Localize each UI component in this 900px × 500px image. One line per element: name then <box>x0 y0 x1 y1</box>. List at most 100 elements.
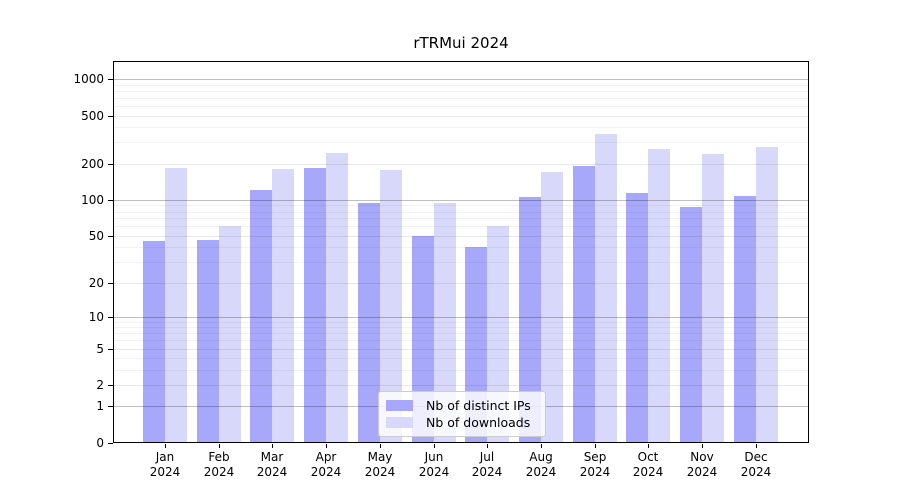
y-tick-1 <box>108 406 113 407</box>
y-tick-1000 <box>108 79 113 80</box>
gridline-y-70 <box>113 218 809 220</box>
x-tick-aug-2024 <box>541 444 542 448</box>
legend-label-downloads: Nb of downloads <box>426 415 531 430</box>
x-tick-label-jul-2024: Jul 2024 <box>471 450 503 479</box>
gridline-y-1000 <box>113 79 809 81</box>
y-tick-100 <box>108 200 113 201</box>
x-tick-label-dec-2024: Dec 2024 <box>740 450 772 479</box>
bar-distinct-ips-may-2024 <box>357 202 380 443</box>
bar-distinct-ips-jan-2024 <box>143 241 165 443</box>
x-tick-label-jan-2024: Jan 2024 <box>149 450 181 479</box>
y-tick-label-1: 1 <box>96 399 104 413</box>
gridline-y-9 <box>113 321 809 323</box>
gridline-y-50 <box>113 235 809 237</box>
bar-distinct-ips-feb-2024 <box>196 240 219 443</box>
y-tick-10 <box>108 317 113 318</box>
gridline-y-4 <box>113 358 809 360</box>
legend-label-distinct-ips: Nb of distinct IPs <box>426 398 531 413</box>
chart-title: rTRMui 2024 <box>413 34 509 52</box>
bar-downloads-jun-2024 <box>433 202 456 443</box>
gridline-y-400 <box>113 127 809 129</box>
x-tick-oct-2024 <box>648 444 649 448</box>
bar-distinct-ips-nov-2024 <box>680 206 702 443</box>
legend-item-downloads: Nb of downloads <box>386 414 537 431</box>
bar-downloads-feb-2024 <box>218 225 241 443</box>
gridline-y-5 <box>113 348 809 350</box>
y-tick-2 <box>108 385 113 386</box>
gridline-y-200 <box>113 163 809 165</box>
gridline-y-8 <box>113 327 809 329</box>
gridline-y-700 <box>113 97 809 99</box>
x-tick-feb-2024 <box>219 444 220 448</box>
gridline-y-10 <box>113 316 809 318</box>
bar-distinct-ips-dec-2024 <box>733 195 756 443</box>
bar-distinct-ips-aug-2024 <box>518 196 541 443</box>
x-tick-mar-2024 <box>272 444 273 448</box>
y-tick-200 <box>108 164 113 165</box>
legend-swatch-downloads <box>386 417 413 428</box>
y-tick-label-5: 5 <box>96 342 104 356</box>
y-tick-label-200: 200 <box>81 157 104 171</box>
bar-downloads-may-2024 <box>379 169 402 443</box>
legend-item-distinct-ips: Nb of distinct IPs <box>386 397 537 414</box>
bar-downloads-apr-2024 <box>326 152 349 443</box>
gridline-y-900 <box>113 84 809 86</box>
x-tick-nov-2024 <box>702 444 703 448</box>
bar-downloads-sep-2024 <box>594 133 617 443</box>
gridline-y-500 <box>113 115 809 117</box>
plot-area <box>113 61 809 443</box>
gridline-y-800 <box>113 90 809 92</box>
x-tick-jun-2024 <box>434 444 435 448</box>
legend: Nb of distinct IPs Nb of downloads <box>378 391 546 437</box>
y-tick-label-2: 2 <box>96 378 104 392</box>
y-tick-500 <box>108 116 113 117</box>
x-tick-dec-2024 <box>756 444 757 448</box>
gridline-y-7 <box>113 333 809 335</box>
gridline-y-6 <box>113 340 809 342</box>
y-tick-label-20: 20 <box>88 276 104 290</box>
bar-distinct-ips-apr-2024 <box>304 167 327 443</box>
gridline-y-40 <box>113 247 809 249</box>
gridline-y-80 <box>113 211 809 213</box>
gridline-y-20 <box>113 282 809 284</box>
x-tick-label-mar-2024: Mar 2024 <box>256 450 288 479</box>
y-tick-label-10: 10 <box>88 310 104 324</box>
x-tick-may-2024 <box>380 444 381 448</box>
x-tick-label-oct-2024: Oct 2024 <box>632 450 664 479</box>
y-tick-0 <box>108 443 113 444</box>
gridline-y-2 <box>113 385 809 387</box>
bar-downloads-oct-2024 <box>648 149 671 443</box>
gridline-y-90 <box>113 205 809 207</box>
bar-distinct-ips-sep-2024 <box>572 166 595 443</box>
bar-downloads-nov-2024 <box>702 153 724 443</box>
bar-downloads-dec-2024 <box>755 146 778 443</box>
gridline-y-30 <box>113 262 809 264</box>
bar-distinct-ips-oct-2024 <box>626 192 649 443</box>
bar-downloads-aug-2024 <box>540 172 563 443</box>
legend-swatch-distinct-ips <box>386 400 413 411</box>
y-tick-label-500: 500 <box>81 109 104 123</box>
bar-distinct-ips-mar-2024 <box>250 190 273 443</box>
x-tick-label-jun-2024: Jun 2024 <box>418 450 450 479</box>
bar-downloads-mar-2024 <box>272 169 295 443</box>
gridline-y-100 <box>113 199 809 201</box>
x-tick-label-may-2024: May 2024 <box>364 450 396 479</box>
y-tick-20 <box>108 283 113 284</box>
x-tick-apr-2024 <box>326 444 327 448</box>
x-tick-label-feb-2024: Feb 2024 <box>203 450 235 479</box>
y-tick-label-1000: 1000 <box>73 72 104 86</box>
gridline-y-300 <box>113 142 809 144</box>
x-tick-jan-2024 <box>165 444 166 448</box>
gridline-y-600 <box>113 105 809 107</box>
gridline-y-3 <box>113 369 809 371</box>
y-tick-label-100: 100 <box>81 193 104 207</box>
bar-downloads-jul-2024 <box>487 226 510 443</box>
x-tick-label-aug-2024: Aug 2024 <box>525 450 557 479</box>
bar-downloads-jan-2024 <box>165 167 187 443</box>
gridline-y-60 <box>113 226 809 228</box>
x-tick-label-nov-2024: Nov 2024 <box>686 450 718 479</box>
y-tick-label-50: 50 <box>88 229 104 243</box>
y-tick-label-0: 0 <box>96 436 104 450</box>
x-tick-jul-2024 <box>487 444 488 448</box>
